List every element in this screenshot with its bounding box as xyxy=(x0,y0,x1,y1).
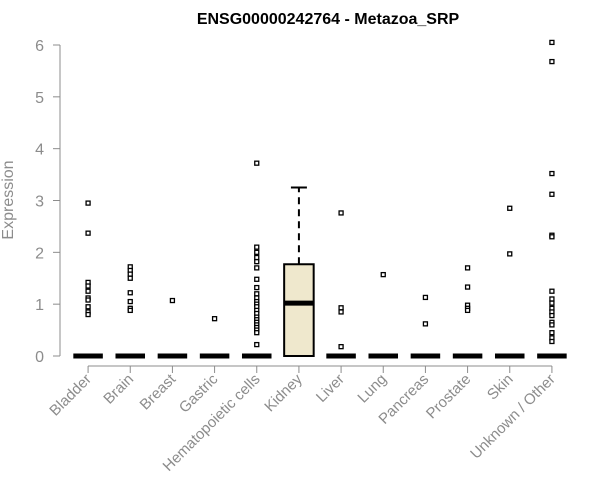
outlier-point xyxy=(254,330,260,336)
outlier-point xyxy=(338,344,344,350)
outlier-point xyxy=(85,297,91,303)
y-tick-label: 0 xyxy=(35,349,44,366)
outlier-point xyxy=(549,330,555,336)
outlier-point xyxy=(85,311,91,318)
outlier-point xyxy=(549,338,555,345)
y-tick-label: 1 xyxy=(35,297,44,314)
outlier-point xyxy=(507,205,513,211)
outlier-point xyxy=(254,244,260,250)
outlier-point xyxy=(338,305,344,311)
outlier-point xyxy=(127,275,133,281)
y-tick-label: 5 xyxy=(35,90,44,107)
outlier-point xyxy=(254,160,260,166)
outlier-point xyxy=(549,39,555,46)
outlier-point xyxy=(85,230,91,236)
x-tick-label: Kidney xyxy=(261,370,306,415)
outlier-point xyxy=(422,294,429,301)
y-axis: 0 1 2 3 4 5 6 xyxy=(35,38,61,366)
outlier-point xyxy=(254,249,260,255)
outlier-point xyxy=(211,316,218,322)
outlier-point xyxy=(254,259,260,265)
outlier-point xyxy=(85,288,91,294)
outlier-point xyxy=(549,58,555,65)
outlier-point xyxy=(85,304,91,310)
outlier-point xyxy=(127,298,133,305)
outlier-point xyxy=(549,288,555,294)
y-tick-label: 4 xyxy=(35,142,44,159)
x-tick-label: Breast xyxy=(137,370,180,413)
outlier-point xyxy=(422,321,429,327)
outlier-point xyxy=(254,276,260,282)
outlier-point xyxy=(549,296,555,302)
x-tick-label: Lung xyxy=(354,371,390,407)
x-tick-label: Bladder xyxy=(46,371,95,420)
x-tick-label: Prostate xyxy=(423,371,475,423)
y-axis-label: Expression xyxy=(0,160,17,239)
outlier-point xyxy=(254,291,260,297)
outlier-point xyxy=(254,265,260,271)
outlier-point xyxy=(254,284,260,291)
outlier-point xyxy=(85,200,91,206)
outlier-point xyxy=(254,254,260,261)
outlier-point xyxy=(338,309,344,315)
outlier-point xyxy=(549,234,555,240)
outlier-point xyxy=(549,191,555,197)
outlier-point xyxy=(85,283,91,289)
outlier-point xyxy=(549,300,555,306)
box-kidney xyxy=(283,186,315,358)
outlier-point xyxy=(380,271,386,278)
y-tick-label: 3 xyxy=(35,194,44,211)
outlier-point xyxy=(338,210,344,216)
outlier-point xyxy=(549,312,555,319)
outlier-point xyxy=(169,297,176,304)
x-tick-label: Brain xyxy=(100,371,137,408)
outlier-point xyxy=(254,341,260,348)
y-tick-label: 6 xyxy=(35,38,44,55)
outlier-point xyxy=(127,307,133,314)
y-tick-label: 2 xyxy=(35,245,44,262)
x-tick-label: Skin xyxy=(484,371,517,404)
outlier-point xyxy=(549,322,555,328)
outlier-point xyxy=(507,251,513,257)
outlier-point xyxy=(464,265,471,271)
outliers-layer xyxy=(85,39,555,350)
outlier-point xyxy=(549,170,555,177)
outlier-point xyxy=(127,271,133,277)
x-tick-label: Liver xyxy=(313,371,348,406)
outlier-point xyxy=(127,290,133,296)
boxes-layer xyxy=(73,186,567,359)
box-iqr xyxy=(283,263,315,358)
outlier-point xyxy=(464,284,471,290)
outlier-point xyxy=(464,307,471,314)
chart-title: ENSG00000242764 - Metazoa_SRP xyxy=(197,11,460,28)
